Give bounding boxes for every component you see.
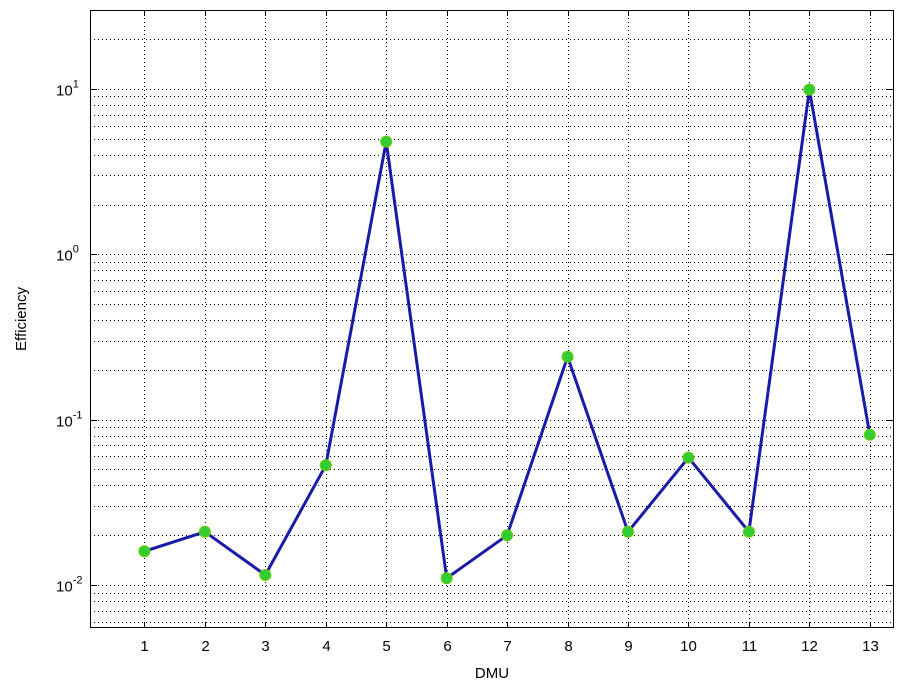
data-point bbox=[501, 529, 514, 542]
data-point bbox=[561, 350, 574, 363]
data-point bbox=[259, 569, 272, 582]
data-point bbox=[380, 135, 393, 148]
x-tick-label: 8 bbox=[564, 638, 572, 655]
y-axis-label: Efficiency bbox=[13, 287, 30, 351]
y-tick-label: 10-1 bbox=[56, 410, 82, 431]
series bbox=[138, 83, 876, 585]
data-point bbox=[198, 525, 211, 538]
x-tick-label: 4 bbox=[322, 638, 330, 655]
plot-area bbox=[90, 10, 894, 628]
data-point bbox=[440, 572, 453, 585]
x-axis-label: DMU bbox=[475, 665, 509, 682]
data-point bbox=[622, 525, 635, 538]
x-tick-label: 1 bbox=[140, 638, 148, 655]
x-tick-label: 7 bbox=[503, 638, 511, 655]
x-tick-label: 9 bbox=[624, 638, 632, 655]
y-tick-label: 10-2 bbox=[56, 575, 82, 596]
x-tick-label: 5 bbox=[382, 638, 390, 655]
x-tick-label: 12 bbox=[801, 638, 818, 655]
data-point bbox=[742, 525, 755, 538]
y-tick-label: 100 bbox=[56, 244, 79, 265]
data-point bbox=[319, 459, 332, 472]
x-tick-label: 10 bbox=[680, 638, 697, 655]
x-tick-label: 2 bbox=[201, 638, 209, 655]
x-tick-label: 11 bbox=[742, 638, 758, 655]
x-tick-label: 6 bbox=[443, 638, 451, 655]
data-point bbox=[803, 83, 816, 96]
y-tick-label: 101 bbox=[56, 79, 79, 100]
x-tick-label: 13 bbox=[862, 638, 879, 655]
grid bbox=[90, 10, 894, 628]
data-point bbox=[863, 428, 876, 441]
x-tick-label: 3 bbox=[261, 638, 269, 655]
plot-frame bbox=[90, 10, 894, 628]
data-point bbox=[682, 451, 695, 464]
data-point bbox=[138, 545, 151, 558]
